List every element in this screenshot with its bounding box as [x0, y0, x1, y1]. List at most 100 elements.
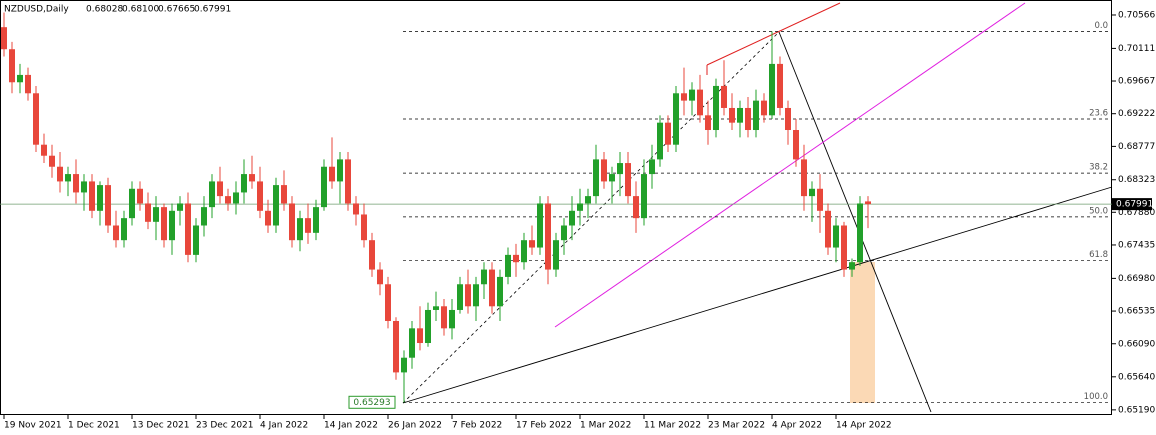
- candle-body: [313, 207, 319, 233]
- candle-body: [321, 166, 327, 208]
- candle-body: [369, 240, 375, 270]
- candle-body: [153, 207, 159, 222]
- candle-body: [209, 181, 215, 208]
- y-tick-label: 0.67880: [1118, 208, 1155, 218]
- candle-body: [577, 203, 583, 211]
- candle-body: [145, 203, 151, 222]
- price-box: [1112, 198, 1152, 211]
- candle-body: [529, 240, 535, 248]
- candle-body: [593, 159, 599, 197]
- candle-body: [633, 196, 639, 219]
- trendline: [402, 186, 1113, 404]
- candle-body: [801, 159, 807, 197]
- x-tick-label: 1 Dec 2021: [68, 421, 120, 431]
- candle-body: [449, 309, 455, 329]
- candle-body: [689, 89, 695, 101]
- candle-body: [329, 166, 335, 182]
- candle-body: [33, 93, 39, 145]
- candle-body: [569, 210, 575, 226]
- header-value: 0.67991: [194, 5, 231, 15]
- candle-body: [761, 100, 767, 116]
- fib-label: 61.8: [1089, 250, 1108, 260]
- candle-body: [673, 93, 679, 145]
- fib-label: 100.0: [1084, 392, 1108, 402]
- candle-body: [489, 269, 495, 307]
- candle-body: [545, 203, 551, 270]
- candle-body: [241, 174, 247, 193]
- candle-body: [353, 203, 359, 215]
- candle-body: [417, 328, 423, 344]
- candle-body: [169, 210, 175, 241]
- candle-body: [697, 89, 703, 116]
- x-tick-label: 26 Jan 2022: [388, 421, 442, 431]
- candle-body: [505, 254, 511, 277]
- candle-body: [609, 174, 615, 182]
- x-tick-label: 14 Apr 2022: [836, 421, 892, 431]
- candle-body: [769, 63, 775, 116]
- candle-body: [337, 159, 343, 182]
- candle-body: [185, 203, 191, 255]
- candle-body: [641, 174, 647, 219]
- candle-body: [49, 155, 55, 167]
- x-tick-label: 13 Dec 2021: [132, 421, 190, 431]
- candle-body: [217, 181, 223, 197]
- y-tick-label: 0.66090: [1118, 339, 1155, 349]
- channel-line: [554, 2, 1026, 328]
- y-tick-label: 0.65190: [1118, 405, 1155, 415]
- candle-body: [817, 188, 823, 211]
- fib-label: 50.0: [1089, 206, 1108, 216]
- candle-body: [561, 225, 567, 241]
- y-tick-label: 0.68777: [1118, 142, 1155, 152]
- candle-body: [177, 203, 183, 211]
- candle-body: [865, 201, 871, 205]
- candle-body: [281, 185, 287, 204]
- header-value: 0.68100: [122, 5, 159, 15]
- candle-body: [73, 174, 79, 193]
- candle-body: [273, 185, 279, 226]
- header-value: 0.67665: [158, 5, 195, 15]
- candle-body: [425, 309, 431, 344]
- candle-body: [457, 284, 463, 310]
- candle-body: [465, 284, 471, 307]
- candle-body: [481, 269, 487, 285]
- candle-body: [257, 181, 263, 211]
- x-tick-label: 4 Apr 2022: [772, 421, 822, 431]
- x-tick-label: 11 Mar 2022: [644, 421, 701, 431]
- candle-body: [105, 185, 111, 226]
- candle-body: [57, 166, 63, 182]
- candle-body: [841, 225, 847, 270]
- candle-body: [649, 159, 655, 175]
- candle-body: [361, 214, 367, 241]
- candle-body: [121, 218, 127, 241]
- plot-frame: [0, 0, 1112, 415]
- candle-body: [793, 130, 799, 160]
- candle-body: [521, 240, 527, 263]
- candle-body: [857, 203, 863, 263]
- candle-body: [249, 174, 255, 182]
- x-tick-label: 23 Dec 2021: [196, 421, 254, 431]
- x-tick-label: 17 Feb 2022: [516, 421, 572, 431]
- candle-body: [1, 27, 7, 50]
- candle-body: [17, 74, 23, 83]
- candle-body: [849, 262, 855, 270]
- y-tick-label: 0.66535: [1118, 307, 1155, 317]
- fib-label: 38.2: [1089, 163, 1108, 173]
- candle-body: [785, 107, 791, 131]
- candle-body: [25, 74, 31, 94]
- candle-body: [233, 192, 239, 204]
- candle-body: [497, 276, 503, 307]
- y-tick-label: 0.69667: [1118, 77, 1155, 87]
- candle-body: [441, 306, 447, 329]
- candle-body: [113, 225, 119, 241]
- y-tick-label: 0.70566: [1118, 10, 1155, 20]
- candle-body: [265, 210, 271, 226]
- candle-body: [705, 115, 711, 131]
- candle-body: [401, 357, 407, 373]
- candle-body: [9, 49, 15, 83]
- candle-body: [721, 85, 727, 108]
- candle-body: [537, 203, 543, 248]
- candle-body: [305, 218, 311, 233]
- candle-body: [81, 181, 87, 193]
- highlight-zone: [850, 262, 875, 403]
- candle-body: [393, 320, 399, 373]
